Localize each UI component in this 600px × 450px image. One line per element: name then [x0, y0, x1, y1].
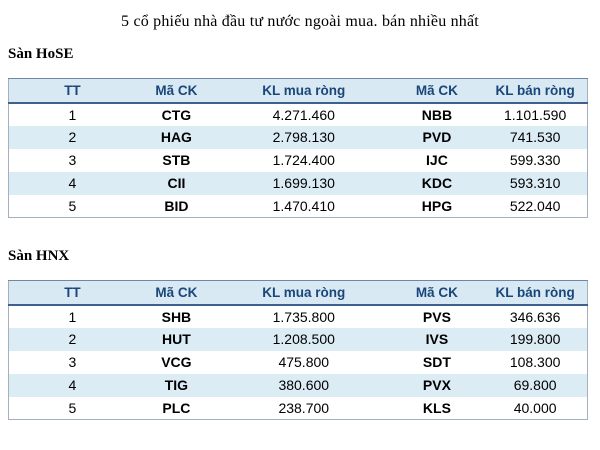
column-header-ma-ck-mua: Mã CK [135, 78, 217, 104]
table-row: 5 PLC 238.700 KLS 40.000 [8, 396, 588, 420]
table-row: 4 CII 1.699.130 KDC 593.310 [8, 171, 588, 195]
rank-cell: 4 [8, 171, 136, 195]
sell-ticker-cell: SDT [390, 350, 484, 374]
rank-cell: 2 [8, 327, 136, 351]
table-row: 3 VCG 475.800 SDT 108.300 [8, 350, 588, 374]
buy-ticker-cell: CII [135, 171, 217, 195]
table-row: 1 SHB 1.735.800 PVS 346.636 [8, 304, 588, 328]
buy-volume-cell: 1.724.400 [216, 148, 391, 172]
sell-ticker-cell: KDC [390, 171, 484, 195]
column-header-kl-ban-rong: KL bán ròng [483, 78, 588, 104]
buy-volume-cell: 1.699.130 [216, 171, 391, 195]
buy-ticker-cell: HUT [135, 327, 217, 351]
rank-cell: 3 [8, 148, 136, 172]
sell-ticker-cell: PVD [390, 125, 484, 149]
sell-volume-cell: 1.101.590 [483, 102, 588, 126]
sell-volume-cell: 599.330 [483, 148, 588, 172]
sell-ticker-cell: KLS [390, 396, 484, 420]
sell-ticker-cell: IVS [390, 327, 484, 351]
rank-cell: 1 [8, 304, 136, 328]
rank-cell: 5 [8, 194, 136, 218]
column-header-ma-ck-ban: Mã CK [390, 78, 484, 104]
sell-volume-cell: 69.800 [483, 373, 588, 397]
column-header-ma-ck-ban: Mã CK [390, 280, 484, 306]
hose-header-row: TT Mã CK KL mua ròng Mã CK KL bán ròng [8, 78, 588, 104]
rank-cell: 1 [8, 102, 136, 126]
sell-ticker-cell: NBB [390, 102, 484, 126]
sell-volume-cell: 108.300 [483, 350, 588, 374]
sell-ticker-cell: HPG [390, 194, 484, 218]
hnx-header-row: TT Mã CK KL mua ròng Mã CK KL bán ròng [8, 280, 588, 306]
column-header-ma-ck-mua: Mã CK [135, 280, 217, 306]
table-row: 2 HAG 2.798.130 PVD 741.530 [8, 125, 588, 149]
buy-ticker-cell: CTG [135, 102, 217, 126]
buy-ticker-cell: BID [135, 194, 217, 218]
buy-volume-cell: 1.208.500 [216, 327, 391, 351]
table-row: 5 BID 1.470.410 HPG 522.040 [8, 194, 588, 218]
column-header-kl-mua-rong: KL mua ròng [216, 78, 391, 104]
section-heading-hnx: Sàn HNX [8, 248, 70, 264]
rank-cell: 5 [8, 396, 136, 420]
page-title: 5 cổ phiếu nhà đầu tư nước ngoài mua. bá… [121, 13, 479, 30]
rank-cell: 2 [8, 125, 136, 149]
section-heading-hose: Sàn HoSE [8, 46, 74, 62]
column-header-tt: TT [8, 78, 136, 104]
sell-volume-cell: 522.040 [483, 194, 588, 218]
table-row: 3 STB 1.724.400 IJC 599.330 [8, 148, 588, 172]
table-row: 2 HUT 1.208.500 IVS 199.800 [8, 327, 588, 351]
buy-ticker-cell: STB [135, 148, 217, 172]
buy-volume-cell: 238.700 [216, 396, 391, 420]
sell-ticker-cell: PVX [390, 373, 484, 397]
buy-ticker-cell: TIG [135, 373, 217, 397]
sell-volume-cell: 593.310 [483, 171, 588, 195]
rank-cell: 3 [8, 350, 136, 374]
buy-volume-cell: 4.271.460 [216, 102, 391, 126]
table-row: 1 CTG 4.271.460 NBB 1.101.590 [8, 102, 588, 126]
buy-volume-cell: 475.800 [216, 350, 391, 374]
buy-ticker-cell: SHB [135, 304, 217, 328]
buy-volume-cell: 1.735.800 [216, 304, 391, 328]
column-header-kl-mua-rong: KL mua ròng [216, 280, 391, 306]
sell-volume-cell: 741.530 [483, 125, 588, 149]
sell-volume-cell: 346.636 [483, 304, 588, 328]
buy-volume-cell: 2.798.130 [216, 125, 391, 149]
buy-ticker-cell: HAG [135, 125, 217, 149]
rank-cell: 4 [8, 373, 136, 397]
hose-table: TT Mã CK KL mua ròng Mã CK KL bán ròng 1… [8, 78, 588, 218]
sell-ticker-cell: IJC [390, 148, 484, 172]
sell-ticker-cell: PVS [390, 304, 484, 328]
hnx-table: TT Mã CK KL mua ròng Mã CK KL bán ròng 1… [8, 280, 588, 420]
buy-ticker-cell: VCG [135, 350, 217, 374]
buy-volume-cell: 1.470.410 [216, 194, 391, 218]
column-header-kl-ban-rong: KL bán ròng [483, 280, 588, 306]
buy-ticker-cell: PLC [135, 396, 217, 420]
table-row: 4 TIG 380.600 PVX 69.800 [8, 373, 588, 397]
sell-volume-cell: 199.800 [483, 327, 588, 351]
buy-volume-cell: 380.600 [216, 373, 391, 397]
column-header-tt: TT [8, 280, 136, 306]
sell-volume-cell: 40.000 [483, 396, 588, 420]
